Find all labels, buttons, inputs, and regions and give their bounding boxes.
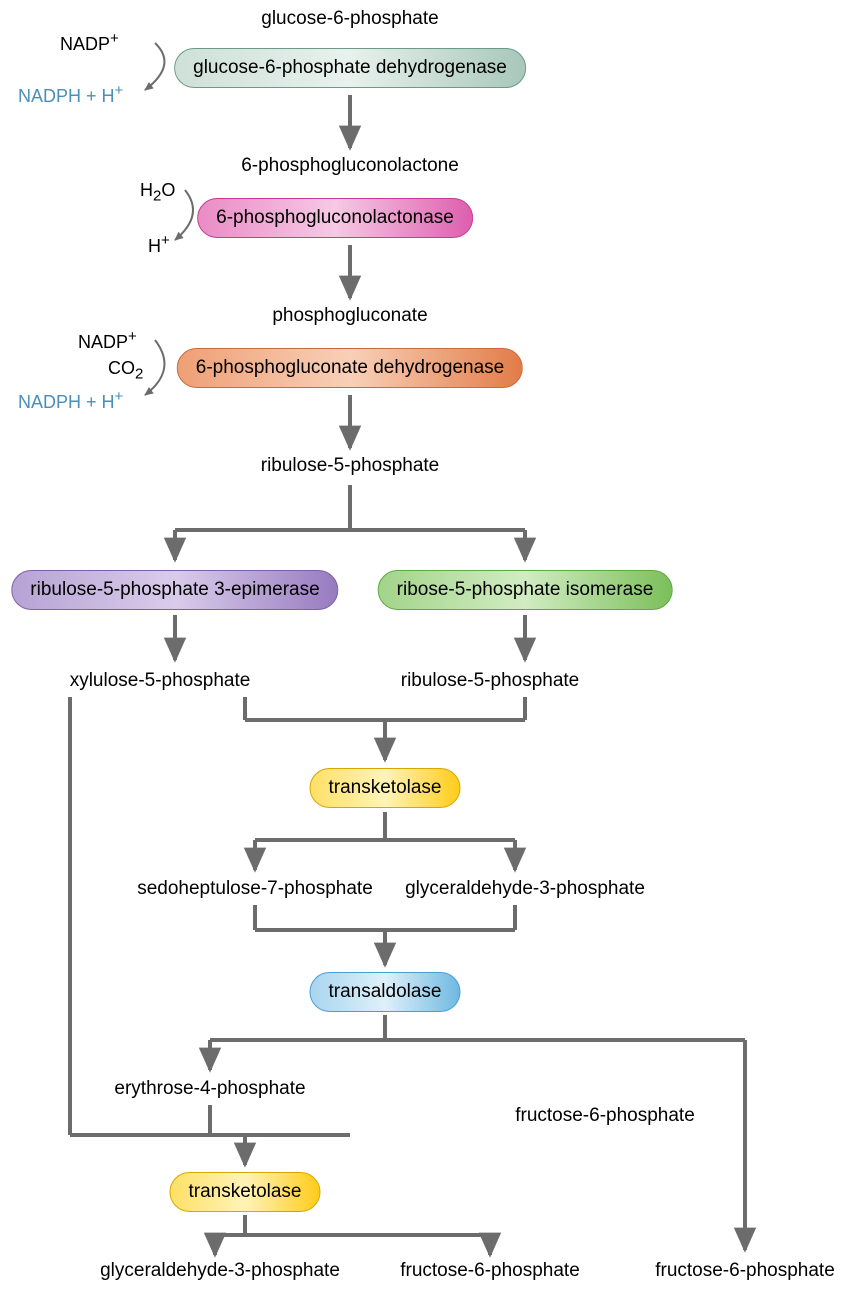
enzyme-r5p-isomerase: ribose-5-phosphate isomerase (378, 570, 673, 610)
sup: + (115, 388, 124, 405)
metabolite-phosphogluconate: phosphogluconate (272, 305, 427, 327)
cofactor-text-b: O (161, 180, 175, 200)
metabolite-6-phosphogluconolactone: 6-phosphogluconolactone (241, 155, 459, 177)
cofactor-nadp-2: NADP+ (78, 328, 137, 353)
metabolite-glucose-6-phosphate: glucose-6-phosphate (261, 8, 438, 30)
cofactor-nadph-2: NADPH + H+ (18, 388, 123, 413)
pathway-diagram: glucose-6-phosphate 6-phosphogluconolact… (0, 0, 850, 1292)
cofactor-text: CO (108, 358, 135, 378)
sup: + (128, 328, 137, 345)
metabolite-ribulose-5-phosphate: ribulose-5-phosphate (261, 455, 440, 477)
metabolite-fructose-6-phosphate-2: fructose-6-phosphate (400, 1260, 580, 1282)
cofactor-h2o: H2O (140, 180, 175, 205)
metabolite-ribulose-5-phosphate-2: ribulose-5-phosphate (401, 670, 580, 692)
sup: + (110, 30, 119, 47)
enzyme-6pg-lactonase: 6-phosphogluconolactonase (197, 198, 473, 238)
metabolite-glyceraldehyde-3-phosphate: glyceraldehyde-3-phosphate (405, 878, 645, 900)
enzyme-transketolase-1: transketolase (309, 768, 460, 808)
cofactor-text: NADPH + H (18, 392, 115, 412)
enzyme-transaldolase: transaldolase (309, 972, 460, 1012)
cofactor-nadp-1: NADP+ (60, 30, 119, 55)
enzyme-6pg-dehydrogenase: 6-phosphogluconate dehydrogenase (177, 348, 523, 388)
cofactor-text: NADP (78, 332, 128, 352)
cofactor-text: H (140, 180, 153, 200)
metabolite-fructose-6-phosphate-3: fructose-6-phosphate (655, 1260, 835, 1282)
metabolite-glyceraldehyde-3-phosphate-2: glyceraldehyde-3-phosphate (100, 1260, 340, 1282)
metabolite-fructose-6-phosphate-right: fructose-6-phosphate (515, 1105, 695, 1127)
sup: + (115, 82, 124, 99)
cofactor-nadph-1: NADPH + H+ (18, 82, 123, 107)
metabolite-erythrose-4-phosphate: erythrose-4-phosphate (114, 1078, 305, 1100)
enzyme-transketolase-2: transketolase (169, 1172, 320, 1212)
metabolite-sedoheptulose-7-phosphate: sedoheptulose-7-phosphate (137, 878, 373, 900)
cofactor-co2: CO2 (108, 358, 143, 383)
sup: + (161, 232, 170, 249)
cofactor-text: NADPH + H (18, 86, 115, 106)
enzyme-ru5p-epimerase: ribulose-5-phosphate 3-epimerase (11, 570, 338, 610)
cofactor-text: NADP (60, 34, 110, 54)
enzyme-g6p-dehydrogenase: glucose-6-phosphate dehydrogenase (174, 48, 526, 88)
metabolite-xylulose-5-phosphate: xylulose-5-phosphate (70, 670, 251, 692)
cofactor-text: H (148, 236, 161, 256)
cofactor-h-plus: H+ (148, 232, 170, 257)
sub: 2 (135, 366, 143, 383)
